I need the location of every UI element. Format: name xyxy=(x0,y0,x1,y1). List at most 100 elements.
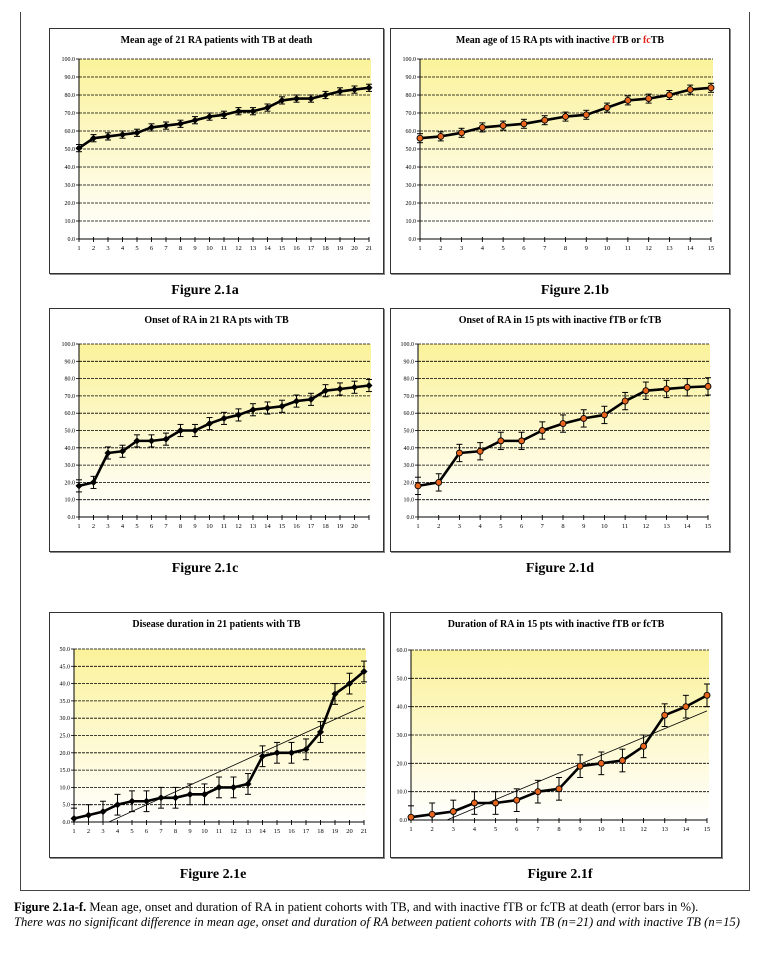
data-point xyxy=(478,123,486,131)
x-tick-label: 13 xyxy=(666,245,673,252)
x-tick-label: 10 xyxy=(206,523,213,530)
y-tick-label: 10.0 xyxy=(406,219,417,225)
y-tick-label: 60.0 xyxy=(406,129,417,135)
x-tick-label: 9 xyxy=(193,245,196,252)
x-tick-label: 19 xyxy=(337,245,344,252)
x-tick-label: 2 xyxy=(439,245,442,252)
x-tick-label: 14 xyxy=(683,826,690,833)
figure-label-d: Figure 2.1d xyxy=(525,561,595,576)
data-point xyxy=(143,797,150,805)
data-point xyxy=(293,397,300,405)
x-tick-label: 14 xyxy=(264,245,271,252)
data-point xyxy=(104,132,112,140)
y-tick-label: 40.0 xyxy=(404,446,415,452)
x-tick-label: 16 xyxy=(293,245,300,252)
x-tick-label: 19 xyxy=(332,828,339,835)
data-point xyxy=(157,794,165,802)
x-tick-label: 9 xyxy=(582,523,585,530)
chart-title-part: Duration of RA in 15 pts with inactive f… xyxy=(447,619,665,630)
chart-panel-a: Mean age of 21 RA patients with TB at de… xyxy=(49,28,384,274)
x-tick-label: 6 xyxy=(145,828,149,835)
chart-panel-c: Onset of RA in 21 RA pts with TB 0.0 10.0 2… xyxy=(49,308,384,552)
data-point xyxy=(186,790,194,798)
data-point xyxy=(346,680,353,688)
x-tick-label: 14 xyxy=(687,245,694,252)
x-tick-label: 5 xyxy=(494,826,497,833)
x-tick-label: 11 xyxy=(221,245,227,252)
data-point xyxy=(497,437,505,445)
data-point xyxy=(555,785,563,793)
x-tick-label: 14 xyxy=(264,523,271,530)
x-tick-label: 5 xyxy=(499,523,502,530)
x-tick-label: 3 xyxy=(458,523,461,530)
x-tick-label: 3 xyxy=(101,828,104,835)
y-tick-label: 100.0 xyxy=(62,57,76,63)
x-tick-label: 20 xyxy=(346,828,353,835)
x-tick-label: 15 xyxy=(708,245,715,252)
data-point xyxy=(428,810,436,818)
x-tick-label: 20 xyxy=(351,523,358,530)
x-tick-label: 7 xyxy=(164,245,168,252)
x-tick-label: 1 xyxy=(77,523,80,530)
data-point xyxy=(538,427,546,434)
data-point xyxy=(365,382,373,390)
data-point xyxy=(322,91,329,99)
y-tick-label: 5.0 xyxy=(63,803,71,809)
x-tick-label: 1 xyxy=(416,523,419,530)
data-point xyxy=(206,420,213,428)
x-tick-label: 8 xyxy=(179,523,182,530)
data-point xyxy=(582,111,590,119)
data-point xyxy=(458,129,466,137)
x-tick-label: 4 xyxy=(116,828,120,835)
data-point xyxy=(534,788,542,796)
x-tick-label: 12 xyxy=(230,828,237,835)
y-tick-label: 50.0 xyxy=(404,429,415,435)
data-point xyxy=(642,387,650,395)
y-tick-label: 50.0 xyxy=(397,676,408,682)
data-point xyxy=(597,759,605,767)
figure-label-c: Figure 2.1c xyxy=(171,561,239,576)
x-tick-label: 11 xyxy=(221,523,227,530)
y-tick-label: 60.0 xyxy=(404,411,415,417)
x-tick-label: 18 xyxy=(322,523,329,530)
x-tick-label: 4 xyxy=(479,523,483,530)
data-point xyxy=(288,749,295,757)
data-point xyxy=(162,122,170,130)
x-tick-label: 2 xyxy=(92,523,95,530)
x-tick-label: 15 xyxy=(279,245,286,252)
x-tick-label: 6 xyxy=(522,245,526,252)
y-tick-label: 30.0 xyxy=(65,463,76,469)
data-point xyxy=(293,95,300,103)
data-point xyxy=(191,427,199,434)
y-tick-label: 15.0 xyxy=(60,768,71,774)
chart-svg: 0.0 5.0 10.0 15.0 20.0 25.0 30.0 35.0 40.0 45.0 50… xyxy=(60,647,368,835)
y-tick-label: 70.0 xyxy=(65,111,76,117)
x-tick-label: 9 xyxy=(188,828,191,835)
data-point xyxy=(119,447,126,455)
data-point xyxy=(75,144,83,152)
data-point xyxy=(704,382,712,390)
data-point xyxy=(703,691,711,699)
chart-svg: 0.010.020.030.040.050.060.01 2 3 4 5 6 7 8 9 10 11… xyxy=(397,648,711,833)
x-tick-label: 12 xyxy=(645,245,652,252)
data-point xyxy=(351,86,358,94)
x-tick-label: 13 xyxy=(661,826,668,833)
data-point xyxy=(70,815,78,823)
x-tick-label: 5 xyxy=(135,523,138,530)
data-point xyxy=(621,397,629,405)
data-point xyxy=(559,420,567,428)
chart-title-part: Onset of RA in 21 RA pts with TB xyxy=(144,315,289,326)
x-tick-label: 7 xyxy=(543,245,547,252)
x-tick-label: 7 xyxy=(164,523,168,530)
y-tick-label: 100.0 xyxy=(401,342,415,348)
data-point xyxy=(476,447,484,455)
data-point xyxy=(416,134,424,142)
x-tick-label: 7 xyxy=(541,523,545,530)
x-tick-label: 11 xyxy=(625,245,631,252)
y-tick-label: 90.0 xyxy=(65,75,76,81)
chart-panel-f: Duration of RA in 15 pts with inactive f… xyxy=(390,612,722,858)
y-tick-label: 0.0 xyxy=(400,818,408,824)
data-point xyxy=(470,799,478,807)
y-tick-label: 30.0 xyxy=(404,463,415,469)
chart-svg: 0.0 10.0 20.0 30.0 40.0 50.0 60.0 70.0 80.0 90.0 1… xyxy=(62,57,373,252)
